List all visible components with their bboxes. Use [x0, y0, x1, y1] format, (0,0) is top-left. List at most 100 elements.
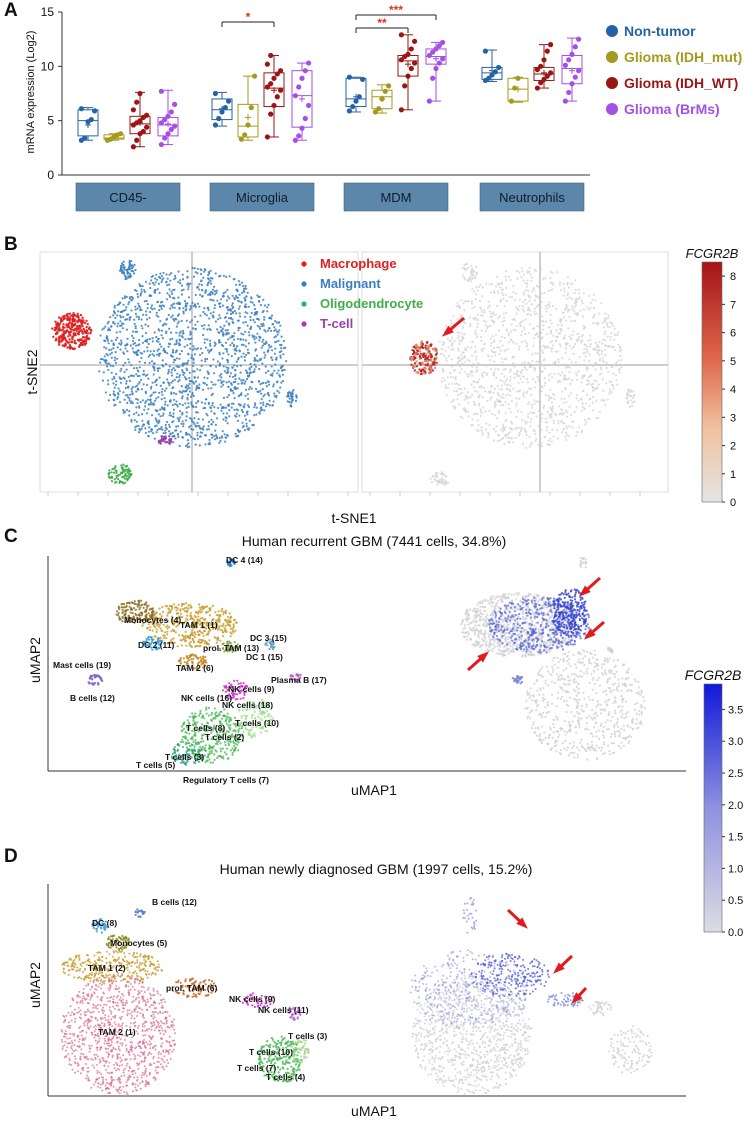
expression-cell	[588, 308, 591, 311]
malignant-cell	[244, 315, 247, 318]
malignant-cell	[232, 278, 235, 281]
expression-cell	[578, 296, 582, 299]
expression-cell	[525, 342, 529, 345]
expression-cell	[556, 350, 559, 353]
malignant-cell	[212, 299, 215, 302]
expression-cell	[446, 376, 449, 379]
malignant-cell	[190, 354, 193, 357]
expression-cell	[496, 275, 499, 278]
malignant-cell	[197, 418, 200, 421]
expression-cell	[571, 297, 574, 301]
malignant-cell	[154, 399, 157, 402]
expression-cell	[613, 364, 616, 367]
malignant-cell	[194, 303, 197, 306]
oligodendrocyte-cell	[126, 479, 129, 482]
malignant-cell	[179, 416, 182, 419]
expression-cell	[534, 352, 537, 355]
malignant-cell	[168, 365, 171, 368]
expression-cell	[565, 427, 569, 430]
malignant-cell	[241, 421, 244, 424]
expression-cell	[569, 382, 572, 385]
malignant-cell	[278, 391, 281, 394]
malignant-cell	[225, 306, 228, 309]
malignant-cell	[175, 340, 178, 343]
expression-cell	[492, 321, 495, 324]
data-point	[398, 57, 404, 63]
malignant-cell	[168, 273, 171, 276]
malignant-cell	[246, 377, 249, 381]
malignant-cell	[190, 401, 193, 404]
data-point	[386, 83, 392, 89]
expression-cell	[509, 379, 512, 382]
expression-cell	[503, 375, 506, 378]
expression-cell	[488, 283, 491, 286]
malignant-cell	[122, 271, 126, 274]
expression-cell	[629, 395, 632, 398]
malignant-cell	[244, 345, 247, 348]
data-point	[534, 85, 541, 91]
expression-cell	[542, 406, 545, 409]
malignant-cell	[210, 410, 213, 413]
expression-cell	[481, 374, 484, 377]
expression-cell	[496, 384, 499, 388]
expression-cell	[497, 368, 500, 371]
malignant-cell	[229, 344, 232, 347]
expression-cell	[546, 443, 549, 446]
expression-cell	[571, 333, 574, 336]
malignant-cell	[185, 367, 188, 370]
expression-cell	[501, 393, 504, 396]
data-point	[482, 48, 488, 54]
expression-cell	[480, 329, 483, 332]
expression-cell	[440, 380, 443, 383]
b-cell	[88, 682, 91, 685]
malignant-cell	[129, 262, 132, 265]
expression-cell	[481, 350, 484, 353]
malignant-cell	[222, 412, 225, 415]
malignant-cell	[217, 339, 221, 342]
malignant-cell	[137, 318, 140, 321]
malignant-cell	[169, 279, 172, 282]
malignant-cell	[175, 400, 178, 403]
malignant-cell	[253, 321, 256, 324]
malignant-cell	[235, 349, 238, 352]
malignant-cell	[240, 281, 244, 284]
expression-cell	[504, 275, 507, 278]
malignant-cell	[185, 384, 188, 387]
oligodendrocyte-cell	[107, 473, 110, 476]
expression-cell	[530, 387, 533, 391]
legend-label: Glioma (IDH_WT)	[624, 75, 738, 91]
malignant-cell	[177, 270, 180, 273]
expression-cell	[602, 399, 605, 402]
expression-cell	[464, 348, 467, 351]
tam-cell	[217, 610, 220, 613]
expression-cell	[543, 384, 546, 387]
expression-cell	[545, 429, 548, 432]
malignant-cell	[270, 345, 273, 348]
expression-cell	[481, 431, 484, 434]
expression-cell	[521, 442, 525, 445]
expression-cell	[507, 341, 511, 344]
expression-cell	[514, 404, 518, 407]
malignant-cell	[155, 335, 158, 339]
malignant-cell	[223, 370, 226, 373]
malignant-cell	[120, 324, 123, 327]
expression-cell	[440, 363, 443, 366]
malignant-cell	[154, 277, 157, 280]
malignant-cell	[170, 316, 173, 319]
legend-label: Non-tumor	[624, 23, 696, 39]
expression-cell	[526, 403, 530, 406]
data-point	[436, 43, 442, 49]
expression-cell	[575, 406, 578, 409]
expression-cell	[564, 435, 567, 438]
expression-cell	[597, 345, 601, 348]
tam-cell	[192, 634, 195, 637]
malignant-cell	[255, 310, 258, 313]
expression-cell	[551, 407, 554, 410]
expression-cell	[489, 389, 492, 393]
malignant-cell	[182, 288, 185, 291]
oligodendrocyte-cell	[114, 465, 117, 468]
malignant-cell	[219, 305, 222, 308]
tam-cell	[226, 615, 229, 618]
expression-cell	[526, 279, 529, 282]
malignant-cell	[201, 418, 204, 421]
